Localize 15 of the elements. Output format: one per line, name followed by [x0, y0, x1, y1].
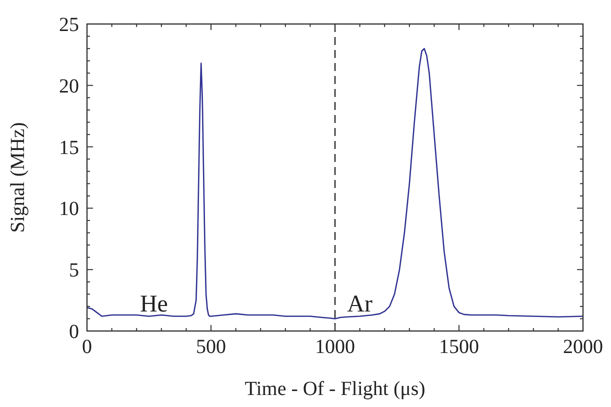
- y-axis-title: Signal (MHz): [7, 122, 29, 233]
- y-tick-label: 10: [59, 198, 79, 220]
- x-tick-label: 500: [196, 336, 226, 358]
- x-axis-title: Time - Of - Flight (μs): [244, 378, 426, 400]
- x-tick-label: 2000: [563, 336, 603, 358]
- y-tick-label: 0: [69, 321, 79, 343]
- x-tick-label: 1500: [439, 336, 479, 358]
- y-tick-label: 5: [69, 260, 79, 282]
- y-tick-label: 20: [59, 75, 79, 98]
- y-tick-label: 25: [59, 14, 79, 36]
- y-tick-label: 15: [59, 136, 79, 159]
- line-series: [86, 48, 584, 320]
- annotation: He: [140, 291, 168, 318]
- annotation: Ar: [347, 291, 372, 318]
- x-tick-label: 1000: [315, 336, 355, 358]
